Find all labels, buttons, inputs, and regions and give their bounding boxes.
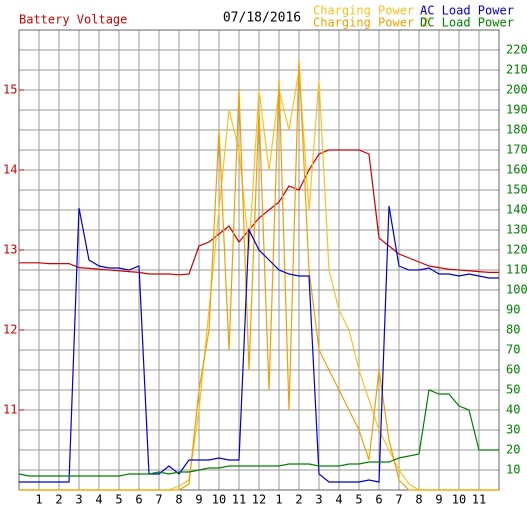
series-line — [19, 59, 499, 491]
x-tick-label: 10 — [452, 493, 466, 507]
y2-tick-label: 180 — [506, 123, 527, 137]
x-tick-label: 1 — [275, 493, 282, 507]
y2-tick-label: 60 — [506, 363, 520, 377]
series-line — [18, 389, 499, 477]
y-tick-label: 13 — [3, 243, 17, 257]
y2-tick-label: 150 — [506, 183, 527, 197]
legend-label: Charging Power 2 — [313, 16, 429, 30]
y2-tick-label: 120 — [506, 243, 527, 257]
series-line — [19, 205, 499, 483]
x-tick-label: 4 — [95, 493, 102, 507]
y2-tick-label: 30 — [506, 423, 520, 437]
x-tick-label: 4 — [335, 493, 342, 507]
y2-tick-label: 210 — [506, 63, 527, 77]
y2-tick-label: 100 — [506, 283, 527, 297]
y2-tick-label: 140 — [506, 203, 527, 217]
x-tick-label: 5 — [355, 493, 362, 507]
x-tick-label: 5 — [115, 493, 122, 507]
x-tick-label: 9 — [195, 493, 202, 507]
y2-tick-label: 220 — [506, 43, 527, 57]
x-tick-label: 7 — [155, 493, 162, 507]
chart-title: 07/18/2016 — [223, 11, 301, 26]
legend-label: AC Load Power — [420, 4, 514, 18]
legend-label: DC Load Power — [420, 16, 514, 30]
y2-tick-label: 160 — [506, 163, 527, 177]
y2-tick-label: 10 — [506, 463, 520, 477]
y2-tick-label: 130 — [506, 223, 527, 237]
y-tick-label: 14 — [3, 163, 17, 177]
plot-frame — [18, 29, 500, 491]
x-tick-label: 2 — [55, 493, 62, 507]
y2-tick-label: 40 — [506, 403, 520, 417]
x-tick-label: 7 — [395, 493, 402, 507]
y2-tick-label: 50 — [506, 383, 520, 397]
y2-tick-label: 80 — [506, 323, 520, 337]
y2-tick-label: 200 — [506, 83, 527, 97]
x-tick-label: 3 — [315, 493, 322, 507]
x-tick-label: 10 — [212, 493, 226, 507]
y2-tick-label: 70 — [506, 343, 520, 357]
x-tick-label: 3 — [75, 493, 82, 507]
y-tick-label: 15 — [3, 83, 17, 97]
y-tick-label: 11 — [3, 403, 17, 417]
y2-tick-label: 190 — [506, 103, 527, 117]
x-tick-label: 11 — [232, 493, 246, 507]
y2-tick-label: 20 — [506, 443, 520, 457]
x-tick-label: 9 — [435, 493, 442, 507]
x-tick-label: 8 — [175, 493, 182, 507]
x-tick-label: 2 — [295, 493, 302, 507]
y-axis-title: Battery Voltage — [19, 13, 127, 27]
x-tick-label: 11 — [472, 493, 486, 507]
x-tick-label: 12 — [252, 493, 266, 507]
legend-label: Charging Power 1 — [313, 4, 429, 18]
y-tick-label: 12 — [3, 323, 17, 337]
y2-tick-label: 90 — [506, 303, 520, 317]
series-line — [19, 149, 499, 276]
y2-tick-label: 110 — [506, 263, 527, 277]
x-tick-label: 8 — [415, 493, 422, 507]
x-tick-label: 1 — [35, 493, 42, 507]
x-tick-label: 6 — [135, 493, 142, 507]
x-tick-label: 6 — [375, 493, 382, 507]
y2-tick-label: 170 — [506, 143, 527, 157]
